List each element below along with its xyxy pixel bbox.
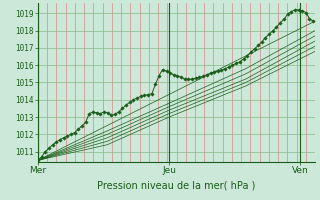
X-axis label: Pression niveau de la mer( hPa ): Pression niveau de la mer( hPa ) [97, 181, 256, 191]
